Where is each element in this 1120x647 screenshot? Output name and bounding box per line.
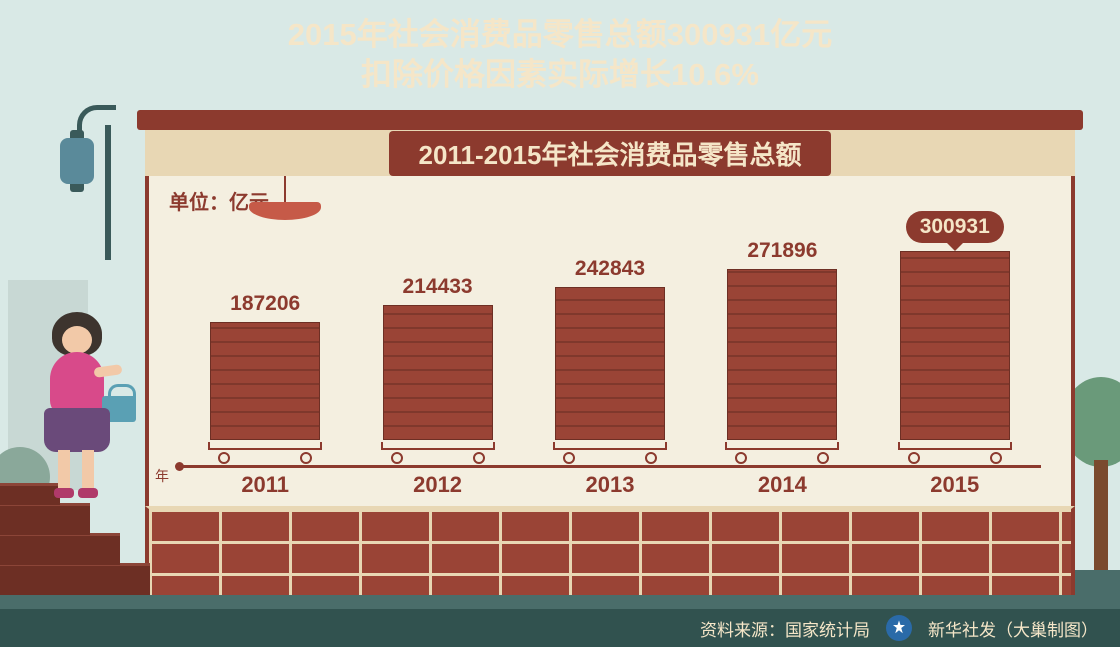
- bar-column: 300931: [882, 211, 1027, 464]
- bar-column: 242843: [537, 257, 682, 464]
- x-tick-labels: 2011 2012 2013 2014 2015: [179, 472, 1041, 502]
- bar-stack: [727, 269, 837, 440]
- lamppost-decor: [105, 125, 111, 260]
- x-tick-label: 2013: [537, 472, 682, 502]
- bar-stack: [555, 287, 665, 440]
- x-tick-label: 2011: [193, 472, 338, 502]
- bars-row: 187206214433242843271896300931: [179, 216, 1041, 464]
- x-tick-label: 2012: [365, 472, 510, 502]
- canvas: 2015年社会消费品零售总额300931亿元 扣除价格因素实际增长10.6% 2…: [0, 0, 1120, 647]
- footer-source: 资料来源：国家统计局: [700, 616, 870, 641]
- cart-icon: [373, 442, 503, 464]
- bar-column: 271896: [710, 239, 855, 464]
- steps-decor: [0, 485, 150, 595]
- x-axis-origin-dot: [175, 462, 184, 471]
- x-tick-label: 2015: [882, 472, 1027, 502]
- ceiling-lamp-cord: [284, 176, 286, 204]
- kiosk-building: 2011-2015年社会消费品零售总额 单位：亿元 18720621443324…: [145, 110, 1075, 595]
- bar-stack: [900, 251, 1010, 440]
- kiosk-roof: [137, 110, 1083, 130]
- cart-icon: [200, 442, 330, 464]
- bar-stack: [383, 305, 493, 440]
- x-axis: [179, 465, 1041, 468]
- bar-value-label: 242843: [575, 257, 645, 281]
- woman-illustration: [38, 312, 116, 497]
- x-tick-label: 2014: [710, 472, 855, 502]
- bar-value-badge: 300931: [906, 211, 1004, 243]
- step: [0, 503, 90, 535]
- x-axis-label: 年: [155, 466, 169, 486]
- tree-trunk: [1094, 460, 1108, 570]
- brick-wall: [145, 506, 1075, 595]
- cart-icon: [545, 442, 675, 464]
- bar-value-label: 187206: [230, 292, 300, 316]
- kiosk-sign: 2011-2015年社会消费品零售总额: [145, 130, 1075, 176]
- title-line1: 2015年社会消费品零售总额300931亿元: [0, 15, 1120, 55]
- chart-panel: 单位：亿元 187206214433242843271896300931 年 2…: [145, 176, 1075, 506]
- step: [0, 533, 120, 565]
- cart-icon: [890, 442, 1020, 464]
- footer-publisher: 新华社发（大巢制图）: [928, 616, 1098, 641]
- bar-column: 214433: [365, 275, 510, 464]
- title-line2: 扣除价格因素实际增长10.6%: [0, 55, 1120, 95]
- step: [0, 563, 150, 595]
- bar-value-label: 214433: [403, 275, 473, 299]
- footer-bar: 资料来源：国家统计局 新华社发（大巢制图）: [0, 609, 1120, 647]
- bar-stack: [210, 322, 320, 440]
- xinhua-logo-icon: [886, 615, 912, 641]
- cart-icon: [717, 442, 847, 464]
- chart-title: 2011-2015年社会消费品零售总额: [389, 131, 832, 176]
- main-title: 2015年社会消费品零售总额300931亿元 扣除价格因素实际增长10.6%: [0, 15, 1120, 96]
- bar-column: 187206: [193, 292, 338, 464]
- lantern-decor: [60, 138, 94, 184]
- bar-value-label: 271896: [747, 239, 817, 263]
